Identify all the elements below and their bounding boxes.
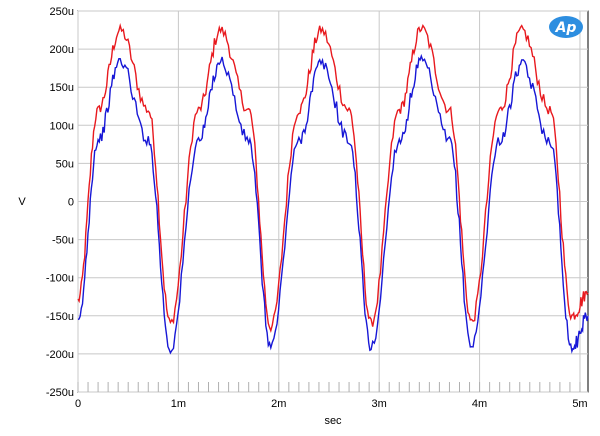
- y-tick-label: -250u: [46, 387, 74, 399]
- y-tick-label: -150u: [46, 311, 74, 323]
- y-tick-label: -200u: [46, 349, 74, 361]
- series-layer: [77, 23, 589, 355]
- series-line-2: [77, 53, 589, 355]
- y-tick-label: 50u: [56, 158, 74, 170]
- y-tick-label: 150u: [50, 82, 74, 94]
- y-axis-label: V: [18, 196, 26, 208]
- ap-logo-text: Ap: [555, 20, 577, 36]
- x-tick-label: 5m: [572, 398, 587, 410]
- x-tick-label: 4m: [472, 398, 487, 410]
- ap-logo: Ap: [549, 16, 583, 38]
- y-tick-label: -50u: [52, 235, 74, 247]
- series-line-1: [77, 23, 589, 333]
- x-tick-labels: 0 1m 2m 3m 4m 5m: [75, 398, 588, 410]
- ap-logo-icon: [549, 16, 583, 38]
- minor-ticks: [77, 382, 581, 392]
- x-tick-label: 3m: [372, 398, 387, 410]
- y-tick-label: 100u: [50, 120, 74, 132]
- y-tick-label: 250u: [50, 6, 74, 18]
- y-tick-label: 200u: [50, 44, 74, 56]
- y-tick-label: 0: [68, 197, 74, 209]
- x-axis-label: sec: [324, 415, 342, 427]
- y-tick-label: -100u: [46, 273, 74, 285]
- x-tick-label: 1m: [171, 398, 186, 410]
- grid: [77, 10, 588, 393]
- y-tick-labels: 250u 200u 150u 100u 50u 0 -50u -100u -150u -200u -…: [46, 6, 74, 399]
- x-tick-label: 0: [75, 398, 81, 410]
- x-tick-label: 2m: [271, 398, 286, 410]
